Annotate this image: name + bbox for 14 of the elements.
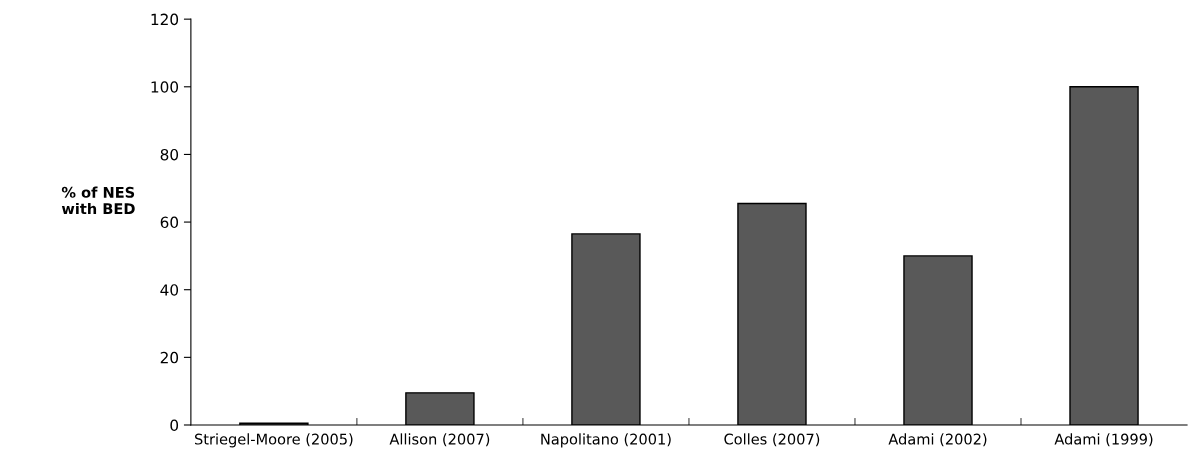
y-tick-label: 60 [160, 216, 179, 229]
x-tick-label: Napolitano (2001) [541, 433, 671, 448]
y-axis-title: % of NES with BED [61, 186, 135, 214]
y-tick-label: 0 [170, 419, 179, 432]
x-tick-label: Allison (2007) [389, 433, 490, 447]
x-tick-label: Colles (2007) [724, 433, 820, 447]
x-tick-label: Adami (2002) [888, 433, 987, 447]
x-tick-label: Striegel-Moore (2005) [194, 433, 353, 448]
y-tick-label: 80 [160, 148, 179, 161]
y-tick-label: 120 [151, 13, 179, 26]
x-tick-label: Adami (1999) [1054, 433, 1153, 447]
y-tick-label: 100 [151, 81, 179, 93]
y-tick-label: 40 [160, 284, 179, 296]
y-tick-label: 20 [160, 351, 179, 364]
